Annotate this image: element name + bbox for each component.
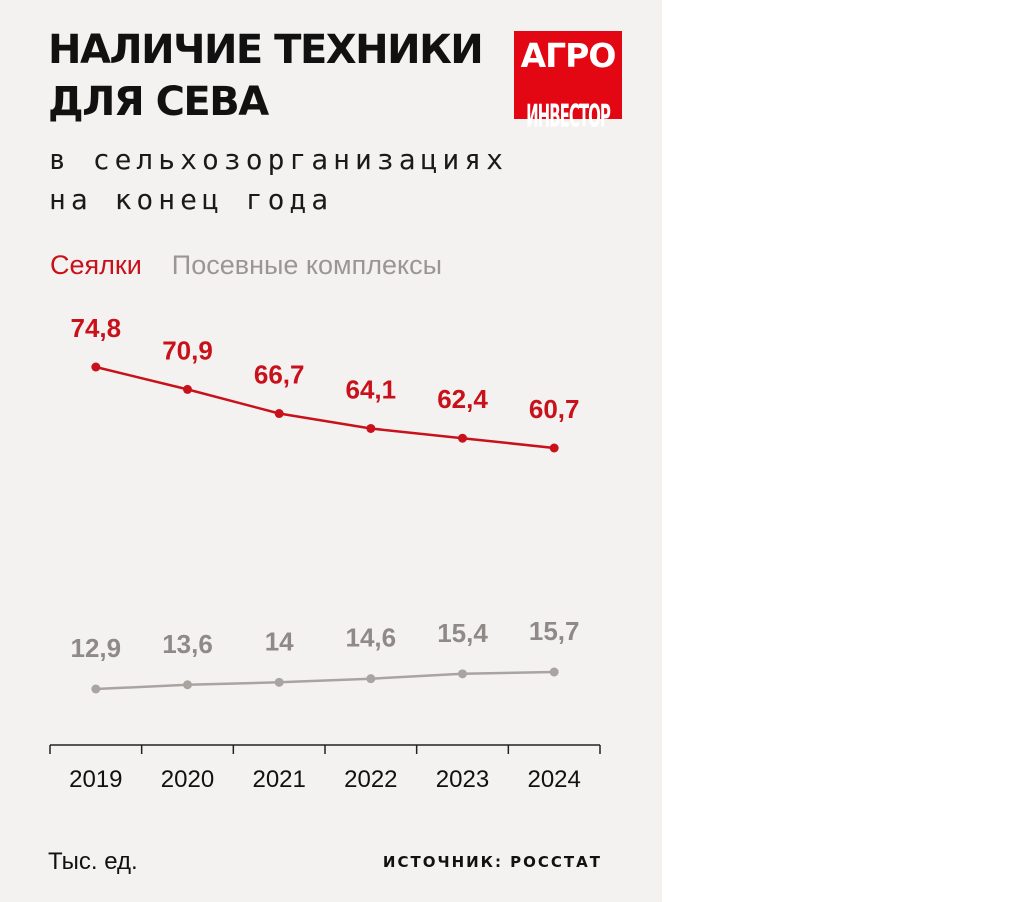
line-chart: 2019 2020 2021 2022 2023 2024 74,8 70,9 66,7 64,1… [49,313,601,793]
logo-line-1: АГРО [520,36,617,75]
title-line-2: ДЛЯ СЕВА [48,79,269,125]
data-label-complexes-2020: 13,6 [162,629,213,659]
data-point-seeders-2019 [91,362,101,372]
data-point-complexes-2019 [91,684,101,694]
series-line-seeders [95,365,555,450]
data-point-seeders-2023 [458,433,467,443]
chart-panel: НАЛИЧИЕ ТЕХНИКИ ДЛЯ СЕВА АГРО ИНВЕСТОР в… [0,0,662,902]
series-line-complexes [95,670,555,691]
data-label-complexes-2024: 15,7 [529,616,580,646]
chart-subtitle: в сельхозорганизациях на конец года [49,140,508,220]
title-line-1: НАЛИЧИЕ ТЕХНИКИ [48,27,484,73]
unit-label: Тыс. ед. [48,848,138,875]
x-tick-label-2019: 2019 [69,766,122,793]
data-label-seeders-2019: 74,8 [71,313,122,343]
data-label-complexes-2019: 12,9 [71,633,122,663]
data-label-complexes-2022: 14,6 [346,623,397,653]
x-tick-label-2020: 2020 [161,766,214,793]
x-tick-label-2023: 2023 [436,766,489,793]
legend-seeders: Сеялки [50,250,142,280]
data-point-seeders-2022 [366,423,376,433]
chart-title: НАЛИЧИЕ ТЕХНИКИ ДЛЯ СЕВА [48,24,484,128]
data-point-seeders-2021 [274,409,284,419]
source-note: ИСТОЧНИК: РОССТАТ [382,853,602,871]
data-point-complexes-2022 [366,674,376,684]
data-point-complexes-2024 [549,667,559,677]
legend-complexes: Посевные комплексы [171,250,443,280]
data-label-seeders-2023: 62,4 [437,384,488,414]
data-label-seeders-2022: 64,1 [346,374,397,404]
data-label-seeders-2021: 66,7 [254,360,305,390]
data-point-complexes-2023 [458,669,467,679]
x-tick-label-2022: 2022 [344,766,397,793]
data-label-complexes-2023: 15,4 [437,618,488,648]
data-point-complexes-2020 [183,680,192,690]
data-label-seeders-2024: 60,7 [529,394,580,424]
data-label-complexes-2021: 14 [265,626,294,656]
data-label-seeders-2020: 70,9 [162,335,213,365]
data-point-seeders-2020 [183,384,192,394]
data-point-complexes-2021 [274,677,284,687]
x-tick-label-2024: 2024 [527,766,580,793]
chart-legend: Сеялки Посевные комплексы [50,247,442,283]
subtitle-line-1: в сельхозорганизациях [49,143,509,176]
x-tick-label-2021: 2021 [252,766,305,793]
data-point-seeders-2024 [549,443,559,453]
subtitle-line-2: на конец года [49,183,334,216]
